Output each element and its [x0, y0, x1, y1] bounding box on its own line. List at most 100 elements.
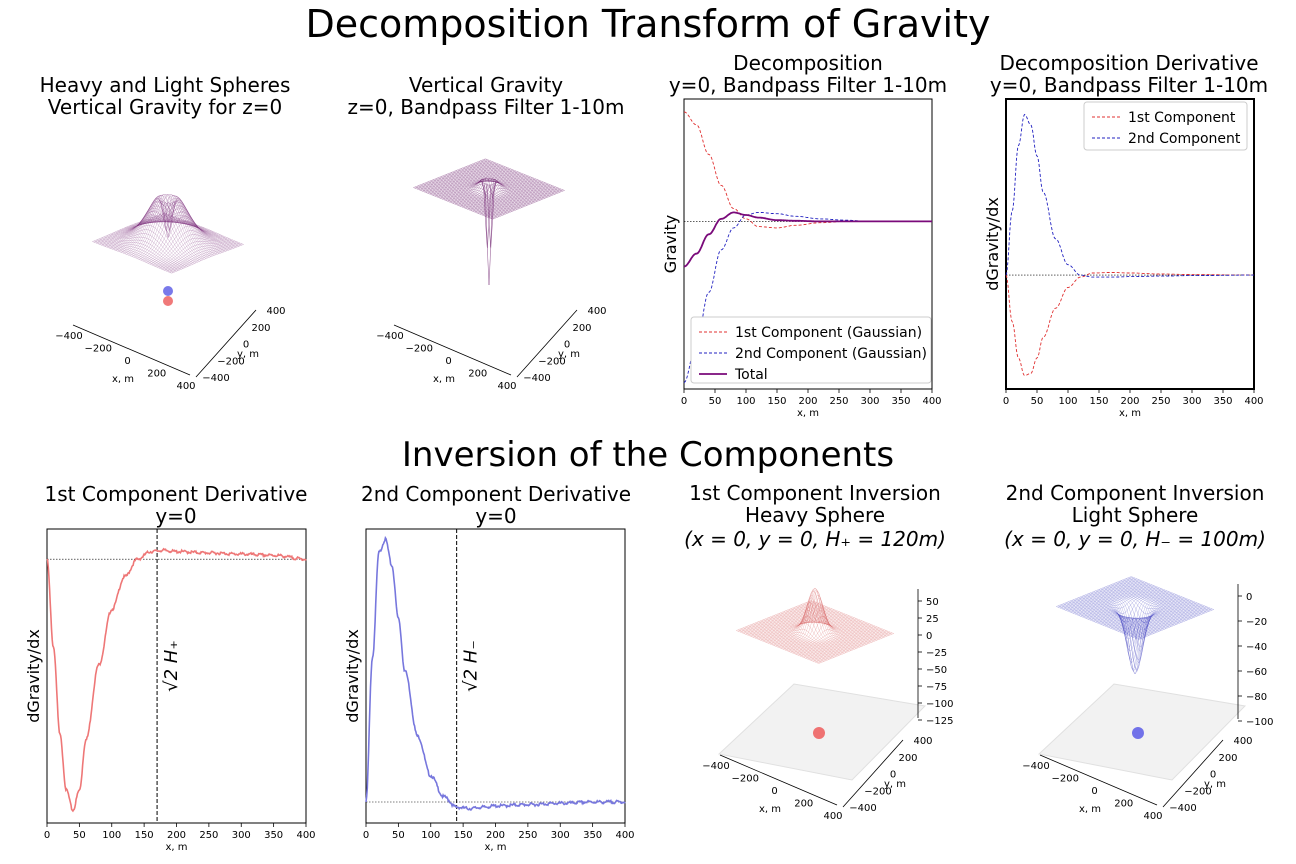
y-axis-label: dGravity/dx — [343, 629, 362, 723]
x-tick-label: −400 — [702, 761, 729, 772]
z-tick-label: −100 — [926, 699, 953, 710]
x-tick-label: 0 — [363, 830, 369, 841]
light-sphere-marker — [163, 286, 173, 296]
x-tick-label: 150 — [135, 830, 154, 841]
y-tick-label: 400 — [587, 306, 606, 317]
x-tick-label: −200 — [1052, 774, 1079, 785]
y-tick-label: 0 — [890, 770, 896, 781]
x-tick-label: −400 — [55, 331, 82, 342]
x-tick-label: 0 — [445, 356, 451, 367]
panel2-title-line2: z=0, Bandpass Filter 1-10m — [348, 95, 625, 119]
z-tick-label: −40 — [1246, 642, 1267, 653]
panel5-title-line1: 1st Component Derivative — [45, 482, 308, 506]
z-tick-label: −25 — [926, 648, 947, 659]
y-tick-label: −200 — [864, 786, 891, 797]
legend-label: 1st Component — [1128, 110, 1236, 126]
x-tick-label: 200 — [468, 369, 487, 380]
x-tick-label: 200 — [1114, 799, 1133, 810]
x-tick-label: 200 — [1120, 396, 1139, 407]
panel8-title-line2: Light Sphere — [1072, 503, 1199, 527]
heavy-sphere-marker — [163, 296, 173, 306]
x-tick-label: 150 — [454, 830, 473, 841]
z-tick-label: 0 — [1246, 592, 1252, 603]
z-tick-label: 25 — [926, 614, 939, 625]
x-tick-label: 400 — [823, 811, 842, 822]
x-tick-label: 100 — [102, 830, 121, 841]
panel6-title-line2: y=0 — [475, 504, 516, 528]
light-sphere-marker — [1132, 727, 1144, 739]
panel4-title-line2: y=0, Bandpass Filter 1-10m — [990, 73, 1268, 97]
z-tick-label: −100 — [1246, 717, 1273, 728]
y-tick-label: 200 — [251, 323, 270, 334]
z-tick-label: −125 — [926, 716, 953, 727]
z-tick-label: 50 — [926, 597, 939, 608]
y-tick-label: −400 — [523, 373, 550, 384]
x-tick-label: −400 — [1022, 761, 1049, 772]
x-axis-label: x, m — [112, 374, 134, 385]
panel5-title-line2: y=0 — [155, 504, 196, 528]
x-tick-label: 200 — [486, 830, 505, 841]
x-axis-line — [72, 324, 191, 376]
wireframe-mesh — [1056, 576, 1214, 675]
vertical-marker-label: √2 H₋ — [461, 640, 482, 692]
x-tick-label: 300 — [860, 396, 879, 407]
y-axis-line — [842, 739, 904, 808]
series-line-curve — [46, 547, 307, 813]
y-tick-label: 400 — [1233, 736, 1252, 747]
x-tick-label: 100 — [736, 396, 755, 407]
x-tick-label: −200 — [732, 774, 759, 785]
x-tick-label: 400 — [615, 830, 634, 841]
x-tick-label: 350 — [583, 830, 602, 841]
legend-label: 2nd Component (Gaussian) — [735, 346, 927, 362]
panel4-title-line1: Decomposition Derivative — [999, 51, 1258, 75]
y-tick-label: 200 — [572, 323, 591, 334]
series-line-2nd-component — [1005, 113, 1254, 278]
y-tick-label: 0 — [564, 340, 570, 351]
panel-first-component-derivative: 1st Component Derivative y=0 0 50 100 150 20… — [24, 482, 316, 853]
y-axis-label: y, m — [884, 779, 906, 790]
x-axis-line — [393, 324, 512, 376]
y-axis-line — [516, 309, 578, 378]
y-tick-label: 0 — [1210, 770, 1216, 781]
panel-heavy-light-3d: Heavy and Light Spheres Vertical Gravity… — [40, 73, 291, 392]
suptitle-top: Decomposition Transform of Gravity — [306, 2, 991, 46]
y-tick-label: −400 — [849, 803, 876, 814]
x-tick-label: 350 — [1213, 396, 1232, 407]
x-tick-label: 400 — [1244, 396, 1263, 407]
legend-box — [690, 316, 932, 384]
panel-vertical-gravity-3d: Vertical Gravity z=0, Bandpass Filter 1-… — [348, 73, 625, 392]
x-tick-label: 250 — [518, 830, 537, 841]
panel-decomposition-derivative: Decomposition Derivative y=0, Bandpass F… — [983, 51, 1268, 419]
panel-first-component-inversion-3d: 1st Component Inversion Heavy Sphere (x … — [684, 481, 953, 822]
panel-decomposition: Decomposition y=0, Bandpass Filter 1-10m… — [661, 51, 947, 419]
y-axis-label: dGravity/dx — [24, 629, 43, 723]
x-tick-label: 0 — [124, 356, 130, 367]
x-tick-label: 400 — [176, 381, 195, 392]
panel1-title-line2: Vertical Gravity for z=0 — [48, 95, 282, 119]
x-tick-label: 50 — [73, 830, 86, 841]
x-tick-label: 0 — [1091, 786, 1097, 797]
panel3-plot: 0 50 100 150 200 250 300 350 400 x, m Gravity 1st C… — [661, 98, 942, 419]
y-tick-label: −200 — [217, 356, 244, 367]
x-tick-label: 0 — [44, 830, 50, 841]
panel7-title-line2: Heavy Sphere — [745, 503, 885, 527]
x-tick-label: 0 — [1003, 396, 1009, 407]
y-tick-label: 400 — [266, 306, 285, 317]
y-tick-label: 200 — [898, 753, 917, 764]
wireframe-mesh — [92, 193, 244, 274]
x-tick-label: −200 — [85, 344, 112, 355]
x-tick-label: 300 — [551, 830, 570, 841]
vertical-marker-label: √2 H₊ — [161, 640, 182, 692]
x-axis-label: x, m — [759, 804, 781, 815]
y-axis-label: y, m — [237, 349, 259, 360]
x-tick-label: 200 — [794, 799, 813, 810]
panel-second-component-inversion-3d: 2nd Component Inversion Light Sphere (x … — [1004, 481, 1273, 822]
panel4-plot: 0 50 100 150 200 250 300 350 400 x, m dGravity/dx 1… — [983, 98, 1264, 419]
x-tick-label: 150 — [767, 396, 786, 407]
y-tick-label: −200 — [1184, 786, 1211, 797]
panel1-title-line1: Heavy and Light Spheres — [40, 73, 291, 97]
series-line-curve — [365, 535, 626, 812]
